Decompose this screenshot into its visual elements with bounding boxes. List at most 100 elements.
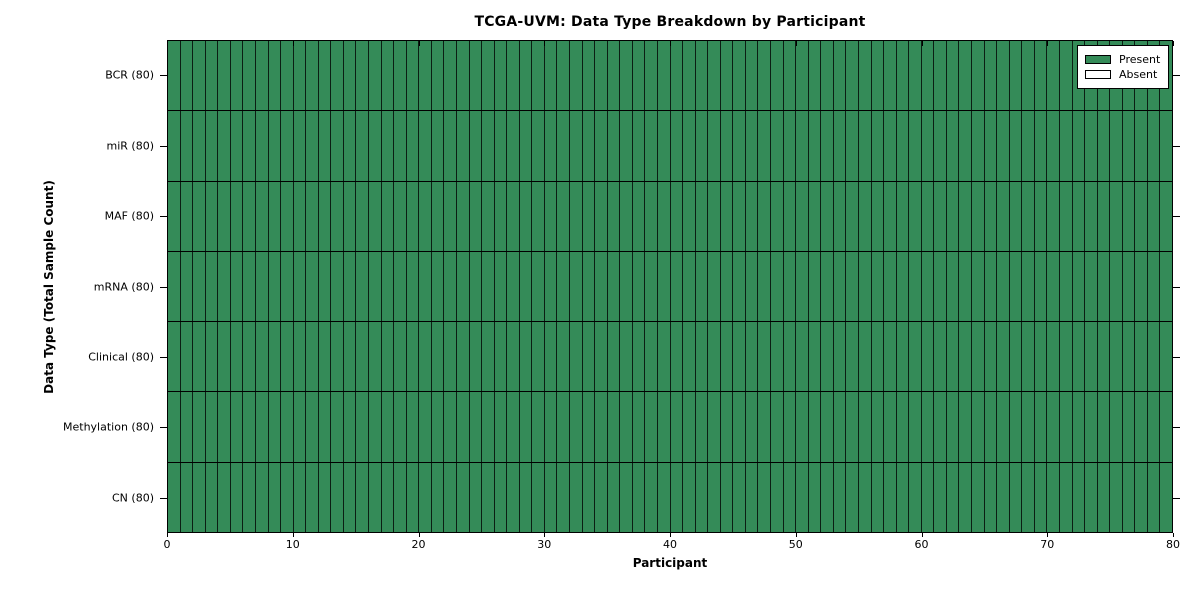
heatmap-cell: [909, 322, 922, 392]
heatmap-cell: [180, 181, 194, 251]
legend-label-absent: Absent: [1119, 68, 1158, 81]
heatmap-cell: [444, 41, 457, 111]
heatmap-cell: [456, 462, 470, 532]
heatmap-cell: [180, 322, 194, 392]
x-tick-mark-top: [292, 41, 294, 46]
heatmap-cell: [620, 322, 633, 392]
heatmap-cell: [419, 251, 432, 322]
heatmap-cell: [444, 111, 457, 181]
heatmap-cell: [218, 41, 231, 111]
heatmap-cell: [771, 181, 784, 251]
heatmap-cell: [582, 322, 596, 392]
heatmap-cell: [482, 462, 495, 532]
heatmap-cell: [218, 251, 231, 322]
heatmap-cell: [331, 111, 344, 181]
heatmap-cell: [683, 41, 696, 111]
x-tick-mark-bottom: [1173, 533, 1174, 537]
heatmap-cell: [833, 181, 847, 251]
heatmap-cell: [997, 181, 1010, 251]
heatmap-cell: [582, 462, 596, 532]
heatmap-cell: [921, 462, 935, 532]
heatmap-cell: [632, 251, 646, 322]
heatmap-cell: [268, 41, 282, 111]
heatmap-cell: [544, 462, 558, 532]
heatmap-cell: [821, 41, 834, 111]
heatmap-cell: [959, 111, 972, 181]
heatmap-cell: [997, 111, 1010, 181]
heatmap-cell: [946, 322, 960, 392]
chart-title: TCGA-UVM: Data Type Breakdown by Partici…: [474, 14, 866, 30]
heatmap-cell: [180, 251, 194, 322]
heatmap-cell: [431, 181, 445, 251]
heatmap-cell: [595, 462, 608, 532]
heatmap-cell: [293, 392, 307, 462]
heatmap-cell: [255, 251, 269, 322]
heatmap-row-mir: [168, 111, 1172, 182]
heatmap-cell: [180, 41, 194, 111]
heatmap-cell: [771, 41, 784, 111]
heatmap-cell: [255, 322, 269, 392]
heatmap-cell: [268, 392, 282, 462]
heatmap-cell: [230, 462, 244, 532]
heatmap-cell: [959, 41, 972, 111]
heatmap-cell: [268, 251, 282, 322]
heatmap-cell: [758, 251, 771, 322]
heatmap-cell: [394, 181, 407, 251]
heatmap-cell: [268, 322, 282, 392]
heatmap-cell: [570, 462, 583, 532]
heatmap-cell: [946, 251, 960, 322]
y-tick-mark-left: [160, 427, 167, 429]
heatmap-cell: [306, 111, 319, 181]
heatmap-cell: [846, 41, 859, 111]
heatmap-cell: [1072, 111, 1086, 181]
heatmap-cell: [921, 322, 935, 392]
heatmap-cell: [745, 111, 759, 181]
heatmap-cell: [1160, 392, 1172, 462]
heatmap-cell: [745, 251, 759, 322]
heatmap-cell: [1022, 462, 1035, 532]
x-tick-label: 20: [411, 538, 426, 551]
heatmap-cell: [858, 462, 872, 532]
heatmap-cell: [356, 392, 369, 462]
heatmap-cell: [884, 462, 897, 532]
x-tick-mark-bottom: [292, 533, 294, 537]
heatmap-cell: [846, 111, 859, 181]
heatmap-cell: [1034, 462, 1048, 532]
heatmap-cell: [1009, 392, 1023, 462]
heatmap-cell: [896, 462, 910, 532]
heatmap-cell: [532, 41, 545, 111]
heatmap-cell: [745, 462, 759, 532]
y-tick-label: Methylation (80): [63, 420, 154, 434]
heatmap-cell: [205, 322, 219, 392]
heatmap-cell: [230, 41, 244, 111]
heatmap-cell: [1009, 251, 1023, 322]
heatmap-cell: [507, 41, 520, 111]
heatmap-cell: [255, 392, 269, 462]
heatmap-cell: [193, 392, 206, 462]
heatmap-cell: [1135, 111, 1148, 181]
heatmap-cell: [1085, 392, 1098, 462]
heatmap-cell: [595, 181, 608, 251]
heatmap-cell: [771, 392, 784, 462]
heatmap-cell: [318, 41, 332, 111]
heatmap-cell: [670, 322, 684, 392]
heatmap-cell: [394, 41, 407, 111]
heatmap-cell: [846, 181, 859, 251]
heatmap-cell: [821, 181, 834, 251]
heatmap-cell: [708, 392, 721, 462]
heatmap-cell: [205, 41, 219, 111]
heatmap-cell: [469, 251, 483, 322]
heatmap-cell: [168, 111, 181, 181]
heatmap-cell: [570, 181, 583, 251]
heatmap-cell: [557, 322, 570, 392]
heatmap-cell: [331, 181, 344, 251]
x-tick-mark-bottom: [544, 533, 546, 537]
x-tick-mark-top: [1173, 41, 1174, 46]
heatmap-cell: [1147, 111, 1161, 181]
heatmap-cell: [519, 41, 533, 111]
heatmap-cell: [607, 251, 621, 322]
heatmap-cell: [494, 392, 508, 462]
heatmap-cell: [921, 392, 935, 462]
heatmap-cell: [306, 462, 319, 532]
heatmap-cell: [720, 392, 734, 462]
